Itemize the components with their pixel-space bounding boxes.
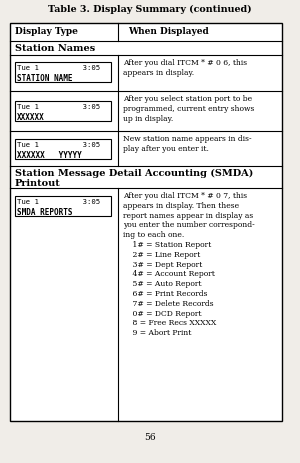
Text: Table 3. Display Summary (continued): Table 3. Display Summary (continued) <box>48 5 252 14</box>
Text: Display Type: Display Type <box>15 27 78 36</box>
Bar <box>10 23 282 421</box>
Bar <box>15 62 111 82</box>
Text: 56: 56 <box>144 433 156 442</box>
Text: New station name appears in dis-
play after you enter it.: New station name appears in dis- play af… <box>123 135 252 153</box>
Text: Tue 1          3:05: Tue 1 3:05 <box>17 65 100 71</box>
Text: Tue 1          3:05: Tue 1 3:05 <box>17 199 100 205</box>
Text: Printout: Printout <box>15 179 61 188</box>
Bar <box>15 196 111 216</box>
Text: When Displayed: When Displayed <box>128 27 209 36</box>
Text: SMDA REPORTS: SMDA REPORTS <box>17 208 73 217</box>
Text: After you dial ITCM * # 0 7, this
appears in display. Then these
report names ap: After you dial ITCM * # 0 7, this appear… <box>123 192 255 337</box>
Text: After you dial ITCM * # 0 6, this
appears in display.: After you dial ITCM * # 0 6, this appear… <box>123 59 247 77</box>
Text: STATION NAME: STATION NAME <box>17 74 73 83</box>
Text: After you select station port to be
programmed, current entry shows
up in displa: After you select station port to be prog… <box>123 95 254 123</box>
Text: Station Names: Station Names <box>15 44 95 53</box>
Text: Tue 1          3:05: Tue 1 3:05 <box>17 104 100 110</box>
Bar <box>15 139 111 159</box>
Bar <box>15 101 111 121</box>
Text: Station Message Detail Accounting (SMDA): Station Message Detail Accounting (SMDA) <box>15 169 253 178</box>
Text: Tue 1          3:05: Tue 1 3:05 <box>17 142 100 148</box>
Text: XXXXXX   YYYYY: XXXXXX YYYYY <box>17 151 82 160</box>
Text: XXXXXX: XXXXXX <box>17 113 45 122</box>
